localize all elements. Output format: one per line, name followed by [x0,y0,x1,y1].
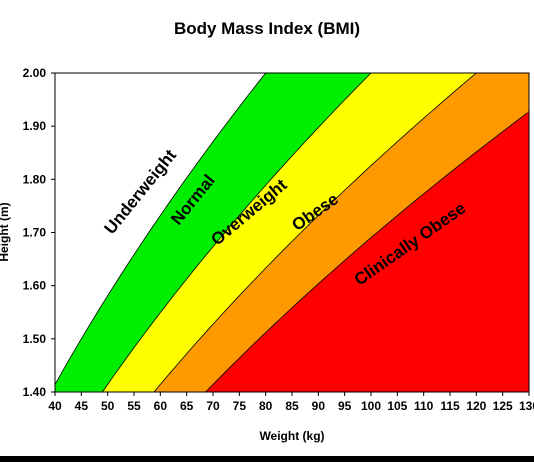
boundary-bmi-25 [102,72,372,393]
boundary-bmi-35 [205,112,528,393]
x-tick-label: 115 [440,399,460,413]
x-tick-label: 130 [519,399,534,413]
x-tick-label: 85 [285,399,299,413]
bottom-border [0,456,534,462]
y-axis: 1.40 1.50 1.60 1.70 1.80 1.90 2.00 [23,66,55,399]
x-tick-label: 65 [180,399,194,413]
y-tick-label: 1.60 [23,279,47,293]
zone-clinically-obese [205,73,529,392]
chart-title: Body Mass Index (BMI) [174,19,360,38]
zones-layer [55,73,529,392]
y-tick-label: 1.40 [23,385,47,399]
x-tick-label: 45 [75,399,89,413]
x-tick-label: 60 [154,399,168,413]
zone-normal [55,73,371,392]
y-tick-label: 2.00 [23,66,47,80]
x-tick-label: 125 [493,399,513,413]
y-axis-title: Height (m) [0,202,11,261]
y-tick-label: 1.80 [23,172,47,186]
boundary-bmi-30 [153,72,477,393]
zone-obese [154,73,529,392]
x-axis: 40 45 50 55 60 65 70 75 80 85 90 95 100 105 110 115 120 1… [48,392,534,413]
x-tick-label: 90 [312,399,326,413]
x-tick-label: 40 [48,399,62,413]
boundaries-layer [54,72,528,393]
zone-overweight [102,73,477,392]
x-tick-label: 55 [127,399,141,413]
x-tick-label: 120 [466,399,486,413]
x-tick-label: 105 [387,399,407,413]
y-tick-label: 1.90 [23,119,47,133]
x-tick-label: 110 [414,399,434,413]
x-axis-title: Weight (kg) [259,429,324,443]
y-tick-label: 1.50 [23,332,47,346]
x-tick-label: 75 [233,399,247,413]
x-tick-label: 95 [338,399,352,413]
x-tick-label: 50 [101,399,115,413]
x-tick-label: 100 [361,399,381,413]
x-tick-label: 70 [206,399,220,413]
boundary-bmi-20 [54,72,266,385]
x-tick-label: 80 [259,399,273,413]
zone-underweight [55,73,266,392]
y-tick-label: 1.70 [23,226,47,240]
